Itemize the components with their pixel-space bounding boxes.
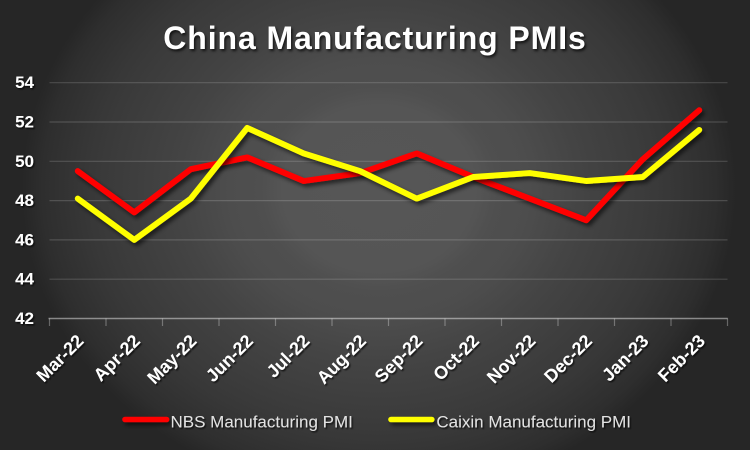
svg-text:Dec-22: Dec-22: [540, 331, 596, 387]
svg-text:54: 54: [15, 73, 34, 92]
svg-text:44: 44: [15, 270, 34, 289]
svg-text:NBS Manufacturing PMI: NBS Manufacturing PMI: [171, 413, 353, 432]
svg-text:Jan-23: Jan-23: [598, 331, 652, 385]
svg-text:Feb-23: Feb-23: [654, 331, 709, 386]
svg-text:May-22: May-22: [143, 331, 200, 388]
svg-text:48: 48: [15, 191, 34, 210]
svg-text:Sep-22: Sep-22: [371, 331, 427, 387]
svg-text:Aug-22: Aug-22: [313, 331, 370, 388]
svg-text:Mar-22: Mar-22: [32, 331, 87, 386]
svg-text:Caixin Manufacturing PMI: Caixin Manufacturing PMI: [436, 413, 631, 432]
svg-text:Apr-22: Apr-22: [90, 331, 144, 385]
svg-text:42: 42: [15, 309, 34, 328]
svg-text:50: 50: [15, 152, 34, 171]
svg-text:Jul-22: Jul-22: [263, 331, 314, 382]
svg-text:Jun-22: Jun-22: [202, 331, 257, 386]
svg-text:Nov-22: Nov-22: [483, 331, 540, 388]
svg-text:52: 52: [15, 113, 34, 132]
svg-text:46: 46: [15, 230, 34, 249]
svg-text:Oct-22: Oct-22: [429, 331, 483, 385]
